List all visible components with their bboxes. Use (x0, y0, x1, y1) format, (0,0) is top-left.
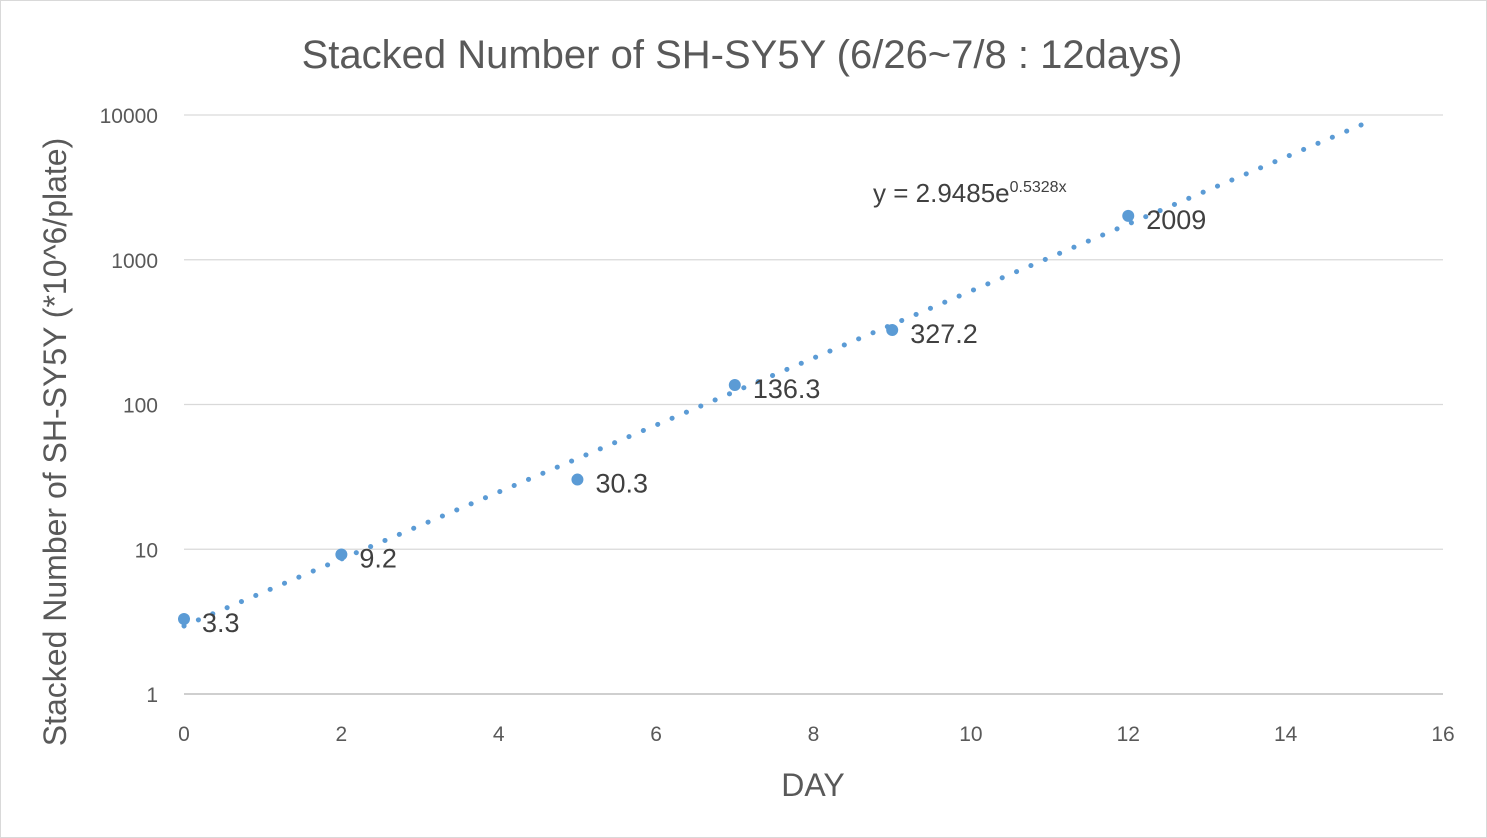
x-tick-label: 8 (808, 723, 820, 746)
data-point (178, 612, 190, 625)
x-tick-label: 16 (1431, 723, 1454, 746)
x-tick-label: 12 (1117, 723, 1140, 746)
x-tick-label: 10 (959, 723, 982, 746)
x-tick-label: 4 (493, 723, 505, 746)
data-points (178, 209, 1135, 625)
x-axis-title: DAY (781, 767, 844, 803)
trendline (181, 121, 1367, 629)
trendline-equation-exponent: 0.5328x (1010, 179, 1067, 196)
chart-title: Stacked Number of SH-SY5Y (6/26~7/8 : 12… (302, 33, 1183, 77)
data-point (335, 548, 348, 561)
data-labels: 3.3 9.2 30.3 136.3 327.2 2009 (202, 205, 1206, 638)
data-label: 9.2 (359, 543, 397, 573)
data-label: 327.2 (910, 319, 978, 349)
data-point (1122, 209, 1135, 222)
data-point (728, 379, 741, 392)
trendline-equation-base: y = 2.9485e (873, 178, 1010, 208)
y-tick-label: 1000 (111, 250, 158, 273)
gridlines (184, 114, 1443, 550)
y-tick-label: 1 (146, 684, 158, 707)
trendline-path (181, 121, 1367, 629)
x-tick-label: 6 (650, 723, 662, 746)
data-label: 136.3 (753, 374, 821, 404)
data-label: 30.3 (595, 469, 648, 499)
data-label: 3.3 (202, 608, 240, 638)
y-tick-label: 10 (135, 539, 158, 562)
x-tick-label: 2 (336, 723, 348, 746)
y-tick-label: 10000 (100, 105, 158, 128)
data-point (571, 473, 584, 486)
trendline-equation: y = 2.9485e0.5328x (873, 178, 1067, 208)
data-point (886, 323, 899, 336)
axes: 1 10 100 1000 10000 0 2 4 6 8 10 12 14 16 (100, 105, 1455, 746)
x-tick-label: 0 (178, 723, 190, 746)
y-axis-title: Stacked Number of SH-SY5Y (*10^6/plate) (37, 138, 73, 747)
data-label: 2009 (1146, 205, 1206, 235)
y-tick-label: 100 (123, 395, 158, 418)
x-tick-label: 14 (1274, 723, 1298, 746)
